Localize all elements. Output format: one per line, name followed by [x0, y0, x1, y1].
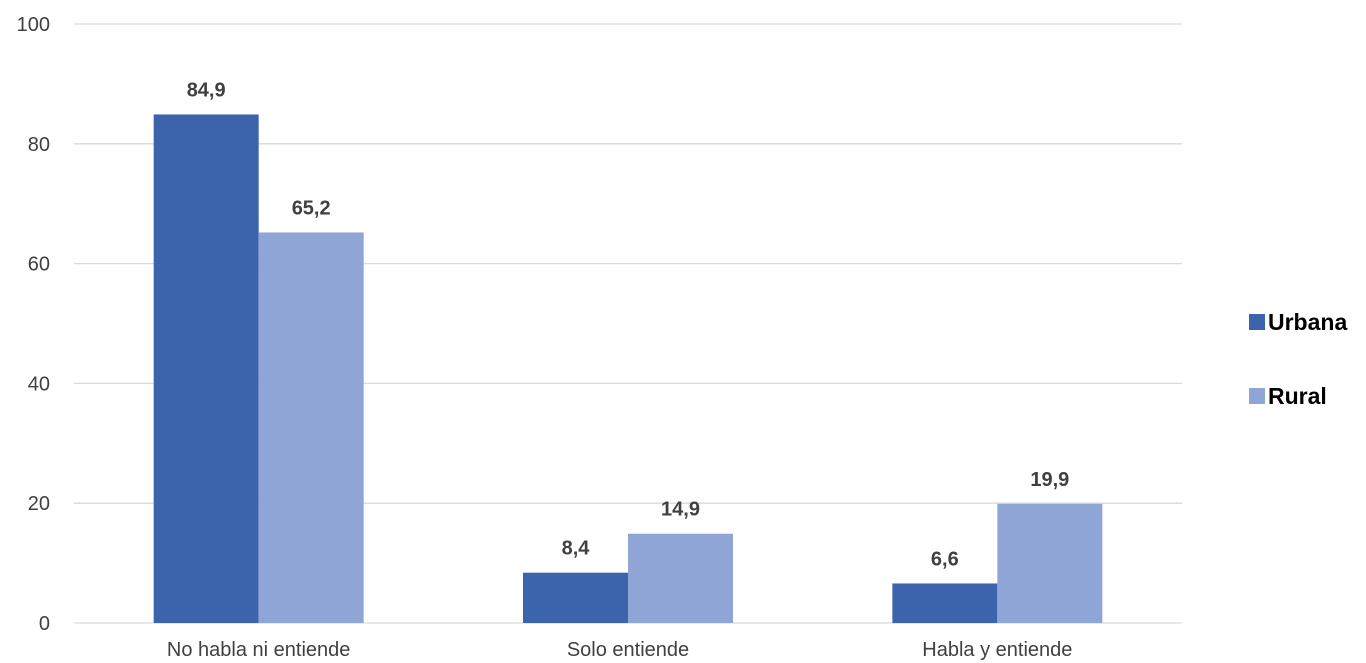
x-category-label: Solo entiende — [567, 639, 689, 661]
bars — [153, 114, 1103, 623]
x-category-label: No habla ni entiende — [167, 639, 350, 661]
y-tick-label: 100 — [17, 14, 50, 36]
data-label-rural-1: 14,9 — [661, 499, 700, 521]
data-label-urbana-0: 84,9 — [187, 79, 226, 101]
bar-rural-0 — [258, 232, 364, 623]
x-category-label: Habla y entiende — [922, 639, 1072, 661]
legend-label-urbana: Urbana — [1268, 309, 1347, 335]
legend: Urbana Rural — [1249, 309, 1347, 409]
bar-urbana-2 — [892, 583, 998, 623]
y-tick-label: 40 — [28, 373, 50, 395]
bar-urbana-0 — [153, 114, 259, 623]
bar-rural-2 — [997, 503, 1103, 623]
data-labels: 84,9 65,2 8,4 14,9 6,6 19,9 — [187, 79, 1070, 570]
x-axis-category-labels: No habla ni entiende Solo entiende Habla y… — [167, 639, 1072, 661]
data-label-urbana-1: 8,4 — [562, 538, 591, 560]
y-tick-label: 80 — [28, 134, 50, 156]
data-label-rural-0: 65,2 — [292, 197, 331, 219]
y-tick-label: 20 — [28, 493, 50, 515]
y-tick-label: 0 — [39, 613, 50, 635]
legend-swatch-rural — [1249, 388, 1265, 404]
bar-rural-1 — [628, 533, 733, 623]
y-axis-tick-labels: 0 20 40 60 80 100 — [17, 14, 50, 635]
y-tick-label: 60 — [28, 254, 50, 276]
legend-swatch-urbana — [1249, 314, 1265, 330]
data-label-urbana-2: 6,6 — [931, 548, 959, 570]
data-label-rural-2: 19,9 — [1030, 469, 1069, 491]
legend-label-rural: Rural — [1268, 383, 1327, 409]
bar-urbana-1 — [523, 572, 628, 623]
